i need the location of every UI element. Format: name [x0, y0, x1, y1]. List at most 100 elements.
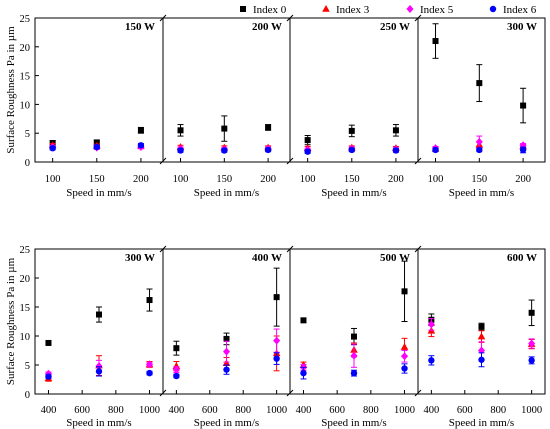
data-point	[304, 148, 311, 155]
x-tick-label: 600	[329, 405, 345, 416]
x-tick-label: 600	[457, 405, 473, 416]
series-index-0	[45, 288, 153, 346]
x-tick-label: 1000	[266, 405, 287, 416]
data-point	[478, 356, 485, 363]
y-tick-label: 10	[20, 332, 31, 343]
x-axis-label: Speed in mm/s	[66, 417, 131, 429]
x-tick-label: 200	[260, 174, 276, 185]
series-index-5	[172, 328, 281, 374]
data-point	[146, 360, 154, 369]
data-point	[528, 357, 535, 364]
data-point	[177, 127, 184, 134]
legend-label: Index 3	[336, 4, 370, 16]
x-tick-label: 150	[344, 174, 360, 185]
data-point	[49, 144, 56, 152]
y-axis-label: Surface Roughness Pa in µm	[5, 257, 17, 385]
legend-marker	[406, 5, 414, 13]
x-tick-label: 100	[45, 174, 61, 185]
data-point	[401, 288, 408, 295]
data-point	[172, 362, 181, 369]
series-index-6	[45, 366, 153, 380]
x-tick-label: 200	[515, 174, 531, 185]
x-tick-label: 200	[388, 174, 404, 185]
axis-break-mark	[286, 14, 294, 22]
data-point	[146, 297, 153, 304]
x-tick-label: 800	[490, 405, 506, 416]
data-point	[137, 127, 144, 134]
y-tick-label: 15	[20, 72, 31, 83]
panel-bottom-2: 400 W 400 600 800 1000 Speed in mm/s	[159, 245, 291, 429]
data-point	[273, 355, 280, 362]
axis-break-mark	[159, 14, 167, 22]
y-tick-label: 5	[25, 129, 30, 140]
series-index-6	[428, 352, 535, 368]
x-axis-label: Speed in mm/s	[194, 187, 259, 199]
axis-break-mark	[159, 157, 167, 165]
panel-title: 200 W	[252, 21, 282, 33]
data-point	[348, 146, 355, 154]
data-point	[173, 345, 180, 352]
data-point	[475, 137, 483, 146]
x-tick-label: 100	[428, 174, 444, 185]
data-point	[173, 372, 180, 380]
data-point	[93, 143, 100, 151]
x-tick-label: 400	[41, 405, 57, 416]
series-index-6	[300, 363, 408, 380]
data-point	[223, 347, 230, 356]
y-tick-label: 15	[20, 303, 31, 314]
x-axis-label: Speed in mm/s	[321, 417, 386, 429]
chart-row-top: Surface Roughness Pa in µm0510152025150 …	[5, 14, 546, 199]
panel-bottom-4: 600 W 400 600 800 1000 Speed in mm/s	[414, 245, 546, 429]
x-axis-label: Speed in mm/s	[449, 417, 514, 429]
x-tick-label: 1000	[394, 405, 415, 416]
series-index-6	[173, 352, 280, 380]
x-tick-label: 800	[363, 405, 379, 416]
axis-break-mark	[286, 389, 294, 397]
x-axis-label: Speed in mm/s	[449, 187, 514, 199]
data-point	[351, 333, 357, 340]
data-point	[350, 369, 358, 377]
x-tick-label: 400	[296, 405, 312, 416]
legend-label: Index 0	[253, 4, 287, 16]
y-tick-label: 25	[20, 14, 31, 25]
panel-title: 500 W	[380, 252, 410, 264]
axis-break-mark	[159, 245, 167, 253]
legend-marker	[322, 5, 330, 12]
x-tick-label: 150	[89, 174, 105, 185]
legend: Index 0 Index 3 Index 5 Index 6	[240, 4, 537, 16]
series-index-0	[300, 260, 408, 346]
x-tick-label: 150	[216, 174, 232, 185]
x-tick-label: 400	[423, 405, 439, 416]
data-point	[520, 102, 527, 109]
data-point	[222, 359, 231, 367]
panel-title: 300 W	[125, 252, 155, 264]
data-point	[348, 127, 355, 134]
series-index-6	[49, 142, 145, 152]
data-point	[476, 80, 483, 87]
chart-row-bottom: Surface Roughness Pa in µm0510152025300 …	[5, 245, 546, 429]
x-tick-label: 400	[168, 405, 184, 416]
data-point	[300, 317, 307, 324]
legend-label: Index 6	[503, 4, 537, 16]
data-point	[528, 309, 535, 316]
series-index-6	[304, 146, 400, 155]
data-point	[428, 357, 435, 364]
panel-bottom-3: 500 W 400 600 800 1000 Speed in mm/s	[286, 245, 419, 429]
x-axis-label: Speed in mm/s	[194, 417, 259, 429]
series-index-0	[428, 299, 535, 331]
x-axis-label: Speed in mm/s	[321, 187, 386, 199]
x-tick-label: 600	[202, 405, 218, 416]
data-point	[96, 311, 102, 318]
legend-marker	[489, 5, 497, 13]
series-index-5	[299, 343, 409, 372]
panel-title: 400 W	[252, 252, 282, 264]
y-axis-label: Surface Roughness Pa in µm	[5, 26, 17, 154]
data-point	[45, 339, 52, 346]
y-tick-label: 20	[20, 274, 31, 285]
data-point	[221, 147, 228, 154]
x-tick-label: 800	[235, 405, 251, 416]
